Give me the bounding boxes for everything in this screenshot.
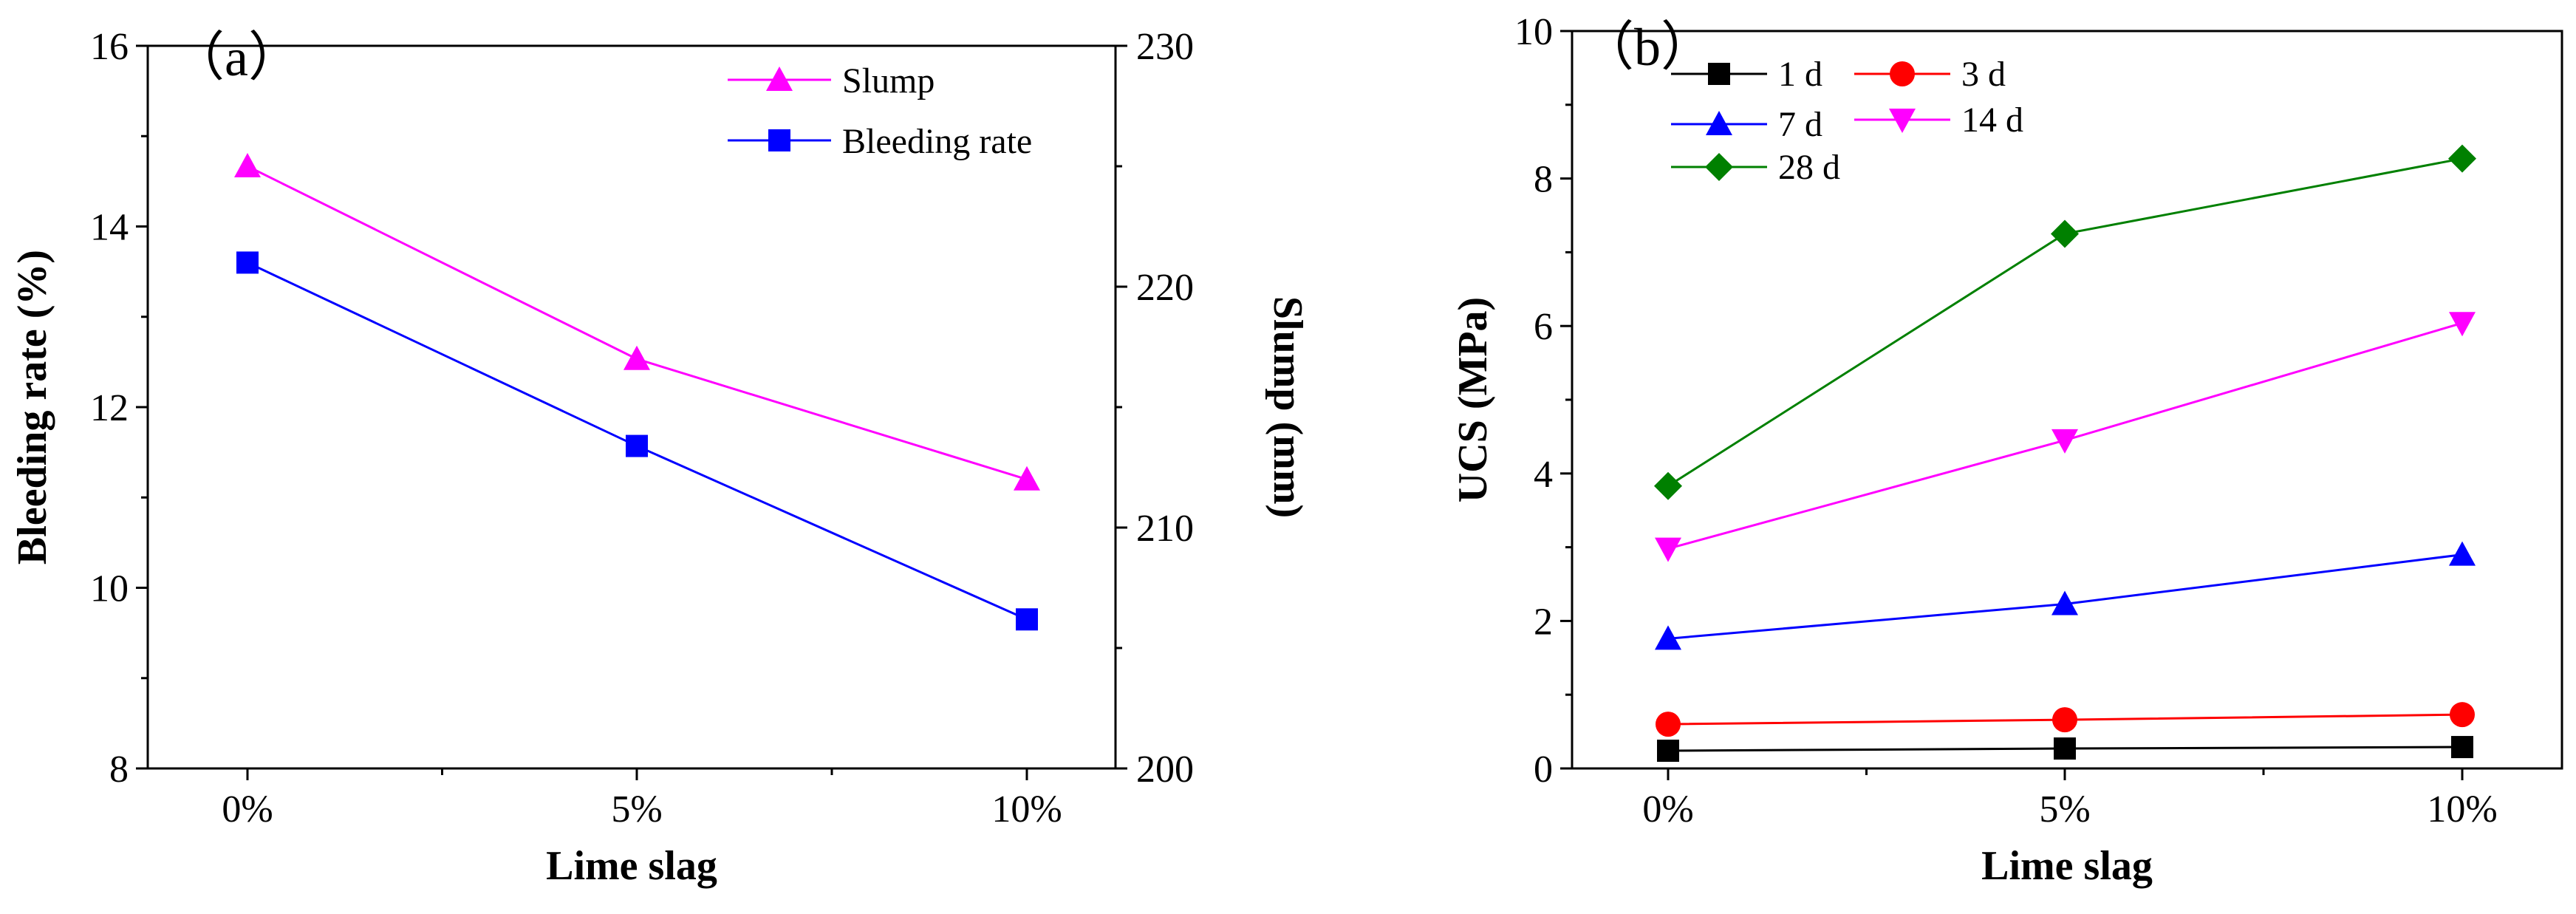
- x-tick-label-10: 10%: [991, 788, 1062, 831]
- point-28-d-0: [1654, 471, 1682, 500]
- legend-marker-3-d: [1890, 61, 1915, 86]
- y-tick-label-10: 10: [1514, 11, 1553, 53]
- point-7-d-5: [2051, 590, 2078, 615]
- point-3-d-0: [1656, 712, 1681, 737]
- chart-panel-a: 0% 5% 10% Lime slag 8 10 12 14 16 200 210 220 230 Ble…: [10, 26, 1311, 889]
- legend-label-14-d: 14 d: [1961, 100, 2023, 140]
- point-bleeding-rate-10: [1016, 608, 1038, 631]
- y-right-tick-label-200: 200: [1136, 748, 1194, 791]
- legend-label-bleeding-rate: Bleeding rate: [842, 122, 1032, 161]
- legend-marker-1-d: [1708, 63, 1730, 85]
- y-tick-label-6: 6: [1534, 306, 1553, 348]
- x-tick-label-5: 5%: [611, 788, 662, 831]
- point-bleeding-rate-5: [626, 434, 648, 457]
- y-left-tick-label-14: 14: [90, 207, 129, 249]
- y-left-tick-label-8: 8: [109, 748, 129, 791]
- legend-label-slump: Slump: [842, 61, 935, 100]
- x-tick-label-0: 0%: [222, 788, 273, 831]
- point-14-d-5: [2051, 429, 2078, 454]
- panel-label-b: （b）: [1581, 18, 1714, 77]
- point-14-d-0: [1655, 537, 1681, 562]
- chart-panel-b: 0% 5% 10% Lime slag 0 2 4 6 8 10 UCS (MPa) （b） 1 d 3 …: [1450, 11, 2563, 889]
- legend-marker-28-d: [1705, 153, 1733, 181]
- point-3-d-10: [2450, 702, 2475, 728]
- y-right-tick-label-220: 220: [1136, 267, 1194, 309]
- x-tick-label-0: 0%: [1642, 788, 1693, 831]
- x-axis-label: Lime slag: [546, 843, 717, 889]
- point-bleeding-rate-0: [236, 251, 259, 274]
- point-14-d-10: [2449, 312, 2476, 337]
- y-left-tick-label-10: 10: [90, 568, 129, 610]
- legend-label-3-d: 3 d: [1961, 55, 2006, 94]
- y-axis-label: UCS (MPa): [1450, 297, 1496, 502]
- x-tick-label-10: 10%: [2427, 788, 2497, 831]
- legend-marker-bleeding-rate: [768, 129, 790, 151]
- point-7-d-0: [1655, 625, 1681, 650]
- x-axis-label: Lime slag: [1981, 843, 2153, 889]
- point-28-d-5: [2051, 219, 2079, 248]
- x-tick-label-5: 5%: [2039, 788, 2090, 831]
- point-7-d-10: [2449, 541, 2476, 566]
- panel-label-a: （a）: [171, 28, 301, 87]
- point-1-d-0: [1657, 740, 1679, 763]
- y-tick-label-2: 2: [1534, 601, 1553, 643]
- legend-marker-14-d: [1889, 109, 1916, 133]
- legend-label-1-d: 1 d: [1778, 55, 1822, 94]
- point-slump-10: [1014, 465, 1040, 491]
- y-tick-label-0: 0: [1534, 748, 1553, 791]
- y-right-tick-label-230: 230: [1136, 26, 1194, 68]
- legend-marker-slump: [766, 66, 793, 91]
- plot-frame: [1571, 30, 2563, 770]
- y-right-tick-label-210: 210: [1136, 508, 1194, 550]
- legend-label-28-d: 28 d: [1778, 148, 1840, 187]
- y-left-axis-label: Bleeding rate (%): [10, 250, 55, 565]
- point-3-d-5: [2052, 707, 2077, 733]
- point-slump-5: [623, 345, 650, 370]
- y-tick-label-8: 8: [1534, 159, 1553, 201]
- y-tick-label-4: 4: [1534, 454, 1553, 496]
- point-1-d-5: [2054, 737, 2076, 760]
- y-right-axis-label: Slump (mm): [1265, 296, 1311, 518]
- y-left-tick-label-12: 12: [90, 387, 129, 429]
- y-left-tick-label-16: 16: [90, 26, 129, 68]
- point-28-d-10: [2448, 144, 2476, 173]
- series-line-slump: [247, 165, 1028, 481]
- point-1-d-10: [2451, 736, 2473, 759]
- legend-label-7-d: 7 d: [1778, 105, 1822, 144]
- legend-marker-7-d: [1706, 111, 1732, 135]
- point-slump-0: [234, 153, 261, 177]
